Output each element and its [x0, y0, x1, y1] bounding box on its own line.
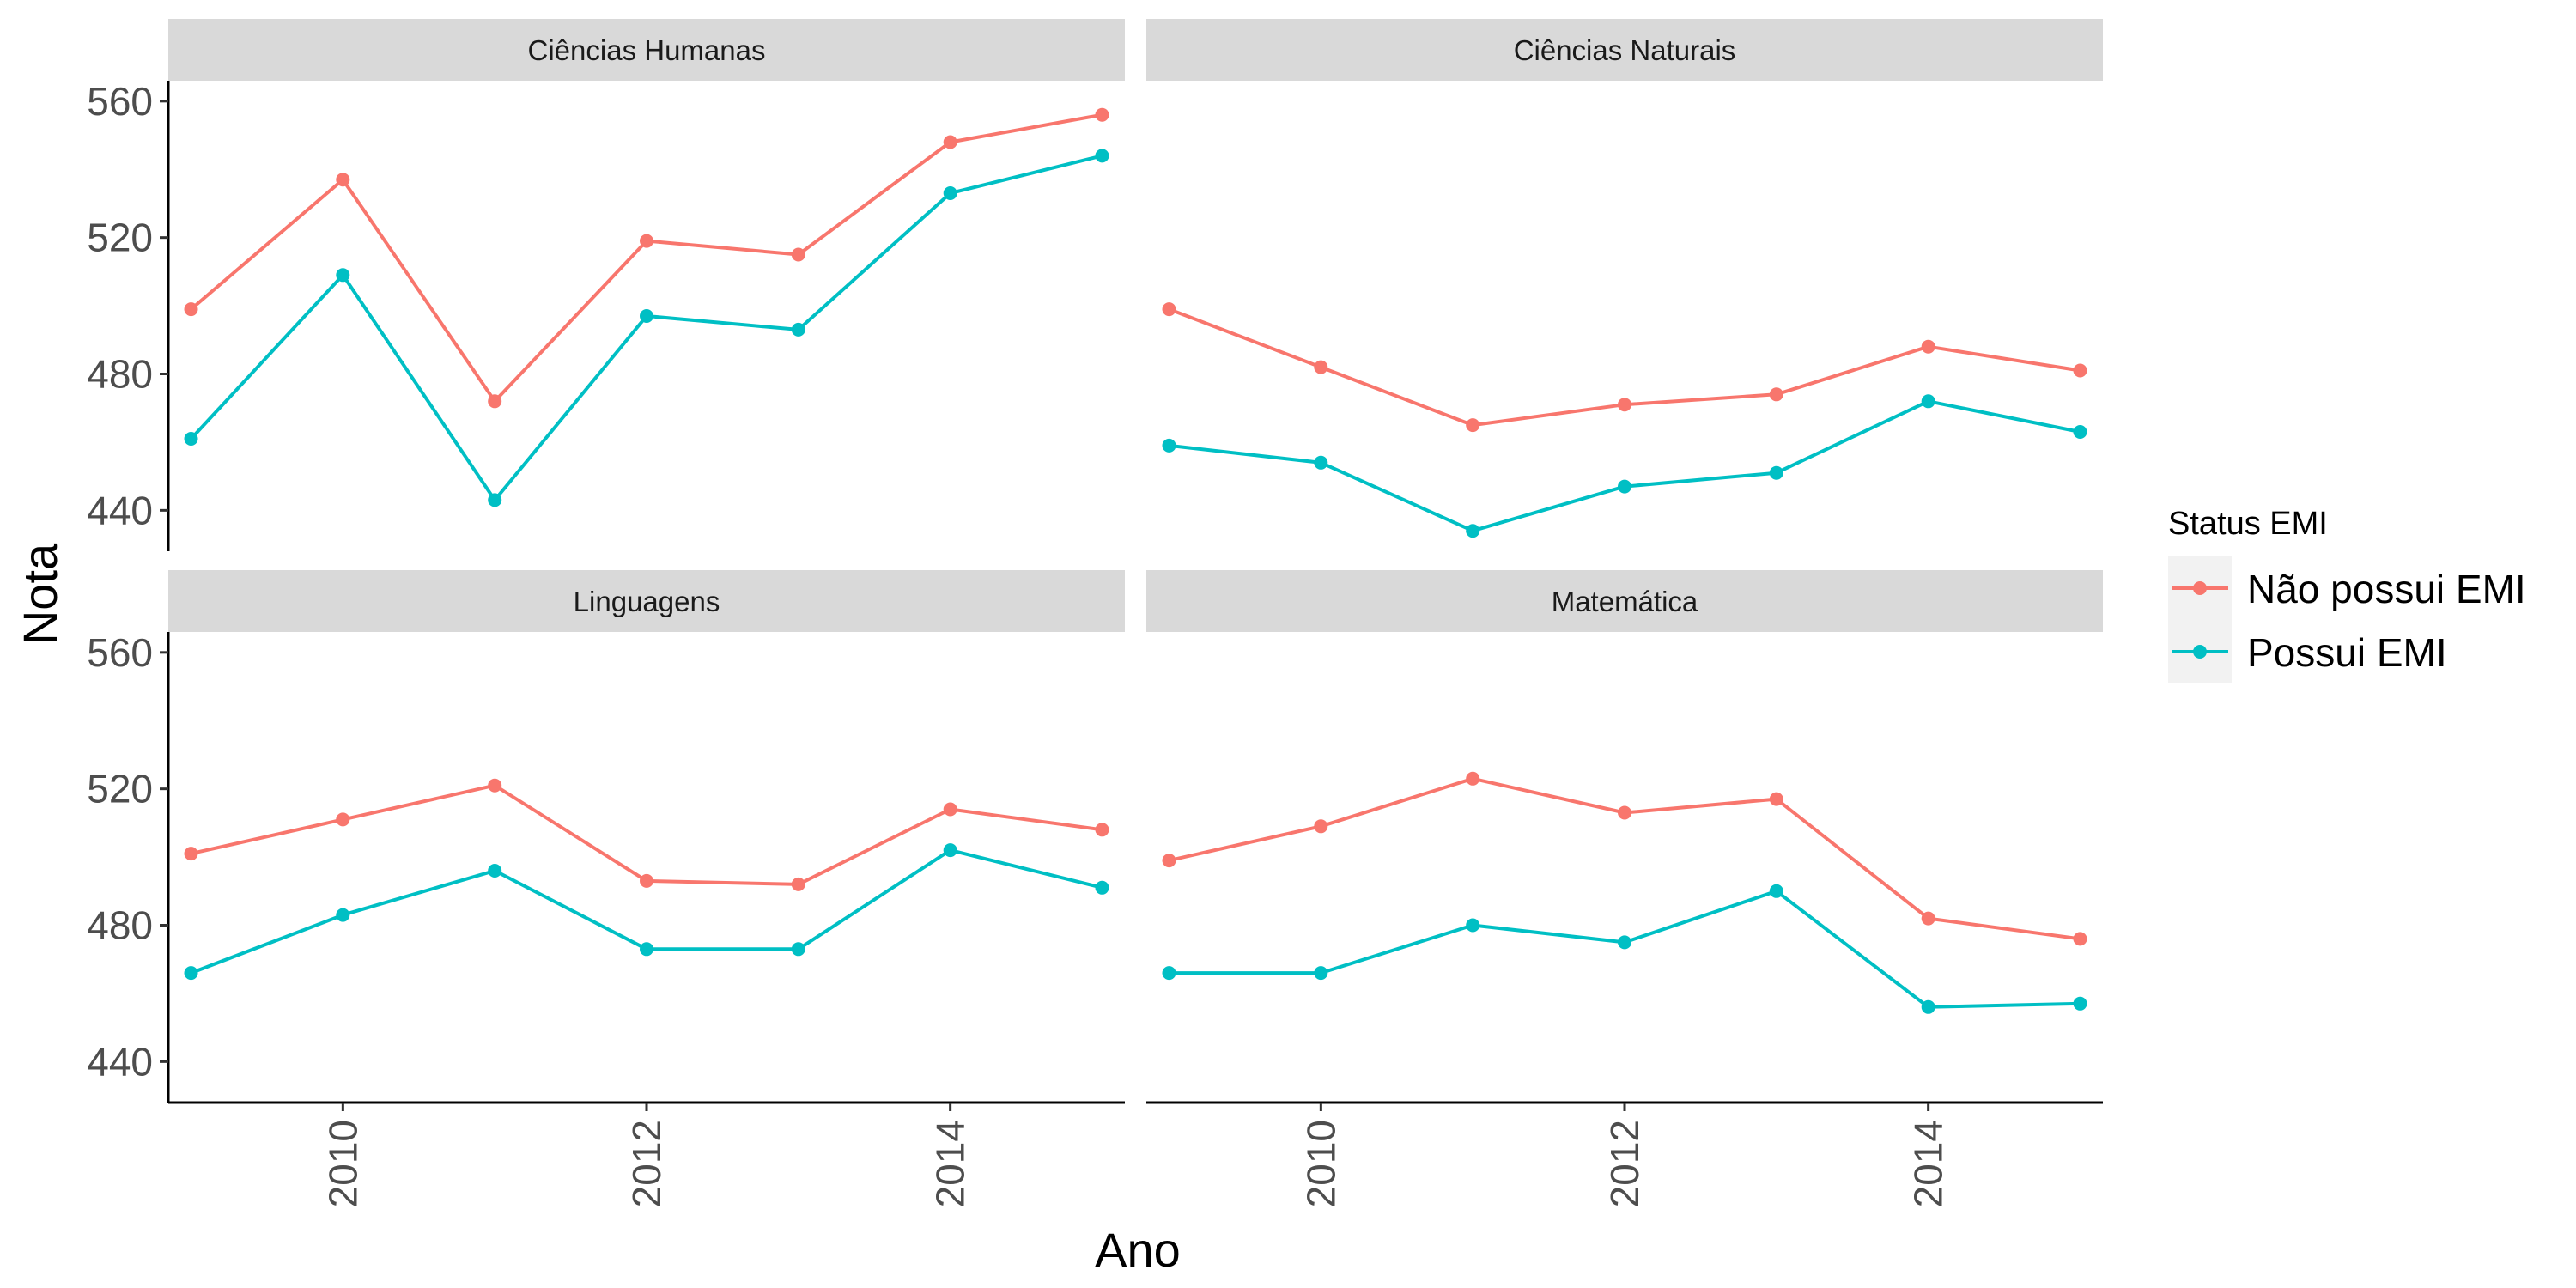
data-point-possui-emi: [336, 908, 350, 922]
y-tick-label: 560: [87, 630, 153, 675]
data-point-nao-possui-emi: [1618, 398, 1631, 412]
y-tick-label: 440: [87, 1039, 153, 1084]
data-point-possui-emi: [1162, 966, 1176, 981]
series-line-possui-emi: [1169, 399, 2081, 533]
y-tick-label: 480: [87, 903, 153, 948]
series-line-nao-possui-emi: [1169, 776, 2081, 941]
data-point-nao-possui-emi: [943, 802, 957, 817]
series-line-nao-possui-emi: [190, 112, 1103, 404]
data-point-possui-emi: [336, 268, 350, 283]
y-tick-label: 520: [87, 216, 153, 260]
data-point-nao-possui-emi: [791, 247, 805, 262]
data-point-nao-possui-emi: [640, 873, 653, 888]
legend-key-point-possui: [2193, 645, 2207, 659]
facet-strip: [1146, 570, 2103, 632]
data-point-nao-possui-emi: [1769, 387, 1783, 402]
data-point-possui-emi: [1921, 999, 1935, 1014]
data-point-nao-possui-emi: [1921, 339, 1935, 354]
data-point-possui-emi: [1314, 966, 1328, 981]
x-tick-label: 2012: [1602, 1120, 1647, 1207]
y-axis-title: Nota: [13, 543, 67, 645]
panel-ciencias-naturais: Ciências Naturais: [1146, 19, 2103, 538]
data-point-nao-possui-emi: [1162, 302, 1176, 317]
data-point-possui-emi: [1618, 935, 1631, 950]
data-point-possui-emi: [943, 843, 957, 858]
data-point-possui-emi: [1095, 880, 1109, 895]
facet-strip-label: Matemática: [1552, 586, 1698, 617]
data-point-nao-possui-emi: [1466, 418, 1480, 433]
data-point-possui-emi: [2073, 996, 2087, 1011]
legend-label-possui: Possui EMI: [2247, 630, 2447, 675]
legend-title: Status EMI: [2168, 506, 2328, 542]
data-point-possui-emi: [1162, 438, 1176, 453]
facet-strip: [168, 570, 1125, 632]
legend-key-point-nao-possui: [2193, 581, 2207, 595]
data-point-nao-possui-emi: [1618, 805, 1631, 820]
y-tick-label: 440: [87, 488, 153, 532]
x-tick-label: 2010: [1298, 1120, 1343, 1207]
data-point-possui-emi: [1769, 465, 1783, 480]
data-point-possui-emi: [488, 864, 502, 878]
data-point-possui-emi: [1466, 918, 1480, 933]
panel-matematica: Matemática 2010 2012 2014: [1146, 570, 2103, 1207]
data-point-possui-emi: [2073, 425, 2087, 439]
data-point-nao-possui-emi: [791, 877, 805, 891]
x-axis-title: Ano: [1095, 1223, 1181, 1277]
data-point-possui-emi: [1921, 394, 1935, 409]
x-tick-label: 2014: [928, 1120, 973, 1207]
panel-linguagens: Linguagens 440 480 520 560 2010 2012 2014: [87, 570, 1125, 1207]
data-point-possui-emi: [791, 322, 805, 337]
data-point-nao-possui-emi: [1095, 823, 1109, 837]
x-tick-label: 2010: [320, 1120, 365, 1207]
data-point-nao-possui-emi: [640, 234, 653, 248]
data-point-nao-possui-emi: [184, 847, 198, 861]
data-point-possui-emi: [640, 942, 653, 957]
data-point-nao-possui-emi: [2073, 932, 2087, 946]
data-point-nao-possui-emi: [1921, 911, 1935, 926]
data-point-nao-possui-emi: [336, 812, 350, 827]
data-point-nao-possui-emi: [1314, 360, 1328, 374]
y-tick-label: 520: [87, 767, 153, 811]
data-point-nao-possui-emi: [184, 302, 198, 317]
data-point-possui-emi: [943, 186, 957, 200]
data-point-possui-emi: [1466, 524, 1480, 538]
facet-strip-label: Ciências Naturais: [1514, 34, 1736, 66]
facet-strip: [1146, 19, 2103, 81]
data-point-nao-possui-emi: [1095, 107, 1109, 122]
data-point-nao-possui-emi: [336, 173, 350, 187]
y-tick-label: 480: [87, 352, 153, 397]
series-line-nao-possui-emi: [191, 783, 1103, 886]
facet-strip: [168, 19, 1125, 81]
series-line-possui-emi: [190, 154, 1103, 502]
facet-strip-label: Ciências Humanas: [528, 34, 766, 66]
data-point-nao-possui-emi: [1314, 819, 1328, 834]
data-point-possui-emi: [488, 493, 502, 507]
legend: Status EMI Não possui EMI Possui EMI: [2168, 506, 2526, 683]
data-point-possui-emi: [1618, 479, 1631, 494]
x-tick-label: 2014: [1906, 1120, 1951, 1207]
data-point-nao-possui-emi: [488, 778, 502, 793]
data-point-possui-emi: [1314, 455, 1328, 470]
data-point-nao-possui-emi: [943, 135, 957, 149]
y-tick-label: 560: [87, 79, 153, 124]
data-point-possui-emi: [1095, 149, 1109, 163]
data-point-possui-emi: [1769, 884, 1783, 898]
data-point-possui-emi: [791, 942, 805, 957]
data-point-nao-possui-emi: [1466, 771, 1480, 786]
data-point-possui-emi: [184, 966, 198, 981]
data-point-nao-possui-emi: [2073, 363, 2087, 378]
data-point-nao-possui-emi: [488, 394, 502, 409]
legend-label-nao-possui: Não possui EMI: [2247, 567, 2526, 611]
data-point-possui-emi: [184, 432, 198, 446]
data-point-possui-emi: [640, 309, 653, 323]
data-point-nao-possui-emi: [1769, 792, 1783, 806]
data-point-nao-possui-emi: [1162, 854, 1176, 868]
panel-ciencias-humanas: Ciências Humanas 440 480 520 560: [87, 19, 1125, 551]
facet-strip-label: Linguagens: [574, 586, 720, 617]
x-tick-label: 2012: [624, 1120, 669, 1207]
